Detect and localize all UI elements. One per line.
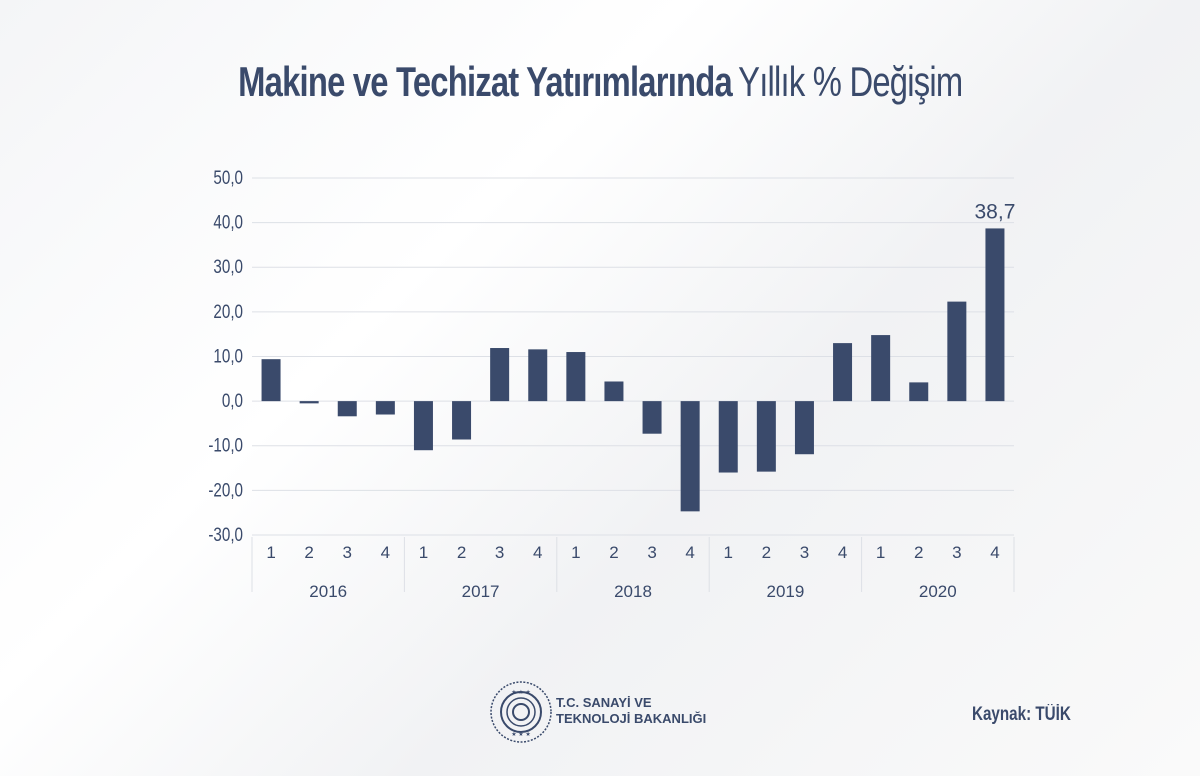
quarter-label: 4 bbox=[533, 543, 542, 562]
y-tick-label: 30,0 bbox=[213, 256, 243, 278]
y-tick-label: 40,0 bbox=[213, 211, 243, 233]
bar bbox=[261, 359, 281, 402]
y-tick-label: -20,0 bbox=[208, 479, 243, 501]
bar bbox=[413, 401, 433, 451]
year-label: 2020 bbox=[919, 582, 957, 601]
bar bbox=[490, 348, 510, 402]
y-tick-label: 20,0 bbox=[213, 300, 243, 322]
bar bbox=[375, 401, 395, 415]
bar bbox=[680, 401, 700, 512]
quarter-label: 1 bbox=[571, 543, 580, 562]
year-label: 2019 bbox=[766, 582, 804, 601]
quarter-label: 3 bbox=[647, 543, 656, 562]
quarter-label: 1 bbox=[876, 543, 885, 562]
bar bbox=[833, 343, 853, 402]
quarter-label: 1 bbox=[419, 543, 428, 562]
bar bbox=[985, 228, 1005, 402]
y-tick-label: 0,0 bbox=[222, 389, 243, 411]
quarter-label: 3 bbox=[952, 543, 961, 562]
quarter-label: 2 bbox=[914, 543, 923, 562]
bar bbox=[871, 335, 891, 402]
bar bbox=[794, 401, 814, 455]
quarter-label: 4 bbox=[990, 543, 999, 562]
bar bbox=[909, 382, 929, 402]
quarter-label: 4 bbox=[685, 543, 694, 562]
year-label: 2018 bbox=[614, 582, 652, 601]
quarter-label: 1 bbox=[724, 543, 733, 562]
bar bbox=[528, 349, 548, 402]
quarter-label: 2 bbox=[609, 543, 618, 562]
quarter-label: 4 bbox=[838, 543, 847, 562]
y-tick-label: 50,0 bbox=[213, 166, 243, 188]
chart-title: Makine ve Techizat Yatırımlarında Yıllık … bbox=[0, 58, 1200, 106]
source-label: Kaynak: TÜİK bbox=[972, 704, 1071, 725]
y-tick-label: -30,0 bbox=[208, 523, 243, 545]
bar bbox=[452, 401, 472, 440]
bar bbox=[756, 401, 776, 472]
y-tick-label: -10,0 bbox=[208, 434, 243, 456]
ministry-line1: T.C. SANAYİ VE bbox=[556, 695, 652, 710]
data-label: 38,7 bbox=[975, 200, 1016, 223]
quarter-label: 3 bbox=[800, 543, 809, 562]
ministry-line2: TEKNOLOJİ BAKANLIĞI bbox=[556, 711, 707, 726]
quarter-label: 3 bbox=[343, 543, 352, 562]
quarter-label: 1 bbox=[266, 543, 275, 562]
year-label: 2017 bbox=[462, 582, 500, 601]
y-tick-label: 10,0 bbox=[213, 345, 243, 367]
bar bbox=[566, 352, 586, 402]
quarter-label: 2 bbox=[762, 543, 771, 562]
bar bbox=[642, 401, 662, 434]
svg-text:★ ★ ★: ★ ★ ★ bbox=[511, 689, 530, 696]
bar bbox=[299, 401, 319, 404]
bar bbox=[604, 381, 624, 402]
quarter-label: 2 bbox=[457, 543, 466, 562]
ministry-logo-icon: ★ ★ ★ ★ ★ ★ bbox=[490, 681, 552, 743]
title-bold: Makine ve Techizat Yatırımlarında bbox=[237, 58, 733, 105]
quarter-label: 3 bbox=[495, 543, 504, 562]
quarter-label: 4 bbox=[381, 543, 390, 562]
year-label: 2016 bbox=[309, 582, 347, 601]
bar bbox=[947, 301, 967, 402]
title-light: Yıllık % Değişim bbox=[737, 58, 963, 105]
svg-text:★ ★ ★: ★ ★ ★ bbox=[511, 731, 530, 738]
ministry-name: T.C. SANAYİ VE TEKNOLOJİ BAKANLIĞI bbox=[556, 695, 706, 727]
bar bbox=[718, 401, 738, 473]
quarter-label: 2 bbox=[304, 543, 313, 562]
bar bbox=[337, 401, 357, 417]
